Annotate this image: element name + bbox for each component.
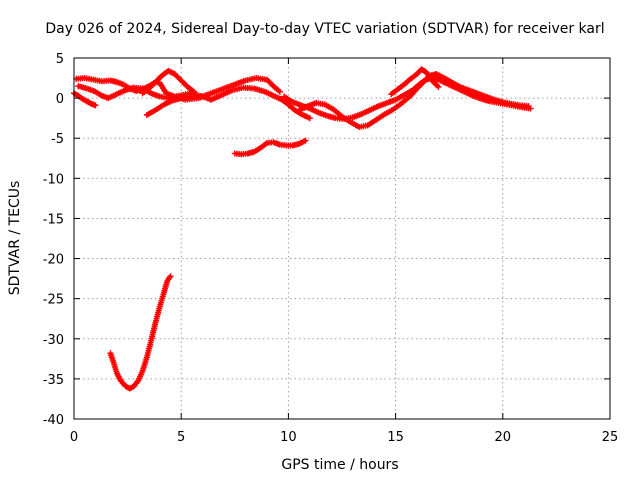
plot-frame xyxy=(73,57,611,420)
data-point xyxy=(276,88,283,95)
data-point xyxy=(525,103,532,110)
y-tick-label: -40 xyxy=(43,413,64,428)
data-point xyxy=(191,88,198,95)
data-point xyxy=(302,137,309,144)
series-satellite-track-upper-2 xyxy=(75,83,313,122)
y-axis-label: SDTVAR / TECUs xyxy=(7,181,23,296)
data-point xyxy=(197,94,204,101)
y-tick-label: -25 xyxy=(43,293,64,308)
series-satellite-track-arc-4h xyxy=(143,93,204,118)
y-tick-label: 5 xyxy=(56,52,64,67)
y-tick-label: -35 xyxy=(43,373,64,388)
grid-lines xyxy=(74,58,610,419)
y-tick-label: -5 xyxy=(51,132,64,147)
x-tick-label: 25 xyxy=(602,430,619,445)
series-satellite-track-dip xyxy=(107,273,174,392)
data-point xyxy=(306,115,313,122)
y-tick-label: -15 xyxy=(43,212,64,227)
x-tick-label: 5 xyxy=(177,430,185,445)
series-satellite-track-peak-16h xyxy=(388,66,442,98)
series-satellite-track-minus6 xyxy=(231,137,309,158)
x-tick-label: 0 xyxy=(70,430,78,445)
x-tick-label: 10 xyxy=(280,430,297,445)
series-satellite-track-peak-4h xyxy=(139,67,198,97)
y-axis-ticks: 5 0 -5 -10 -15 -20 -25 -30 -35 -40 xyxy=(43,52,610,428)
data-point xyxy=(435,83,442,90)
x-tick-label: 20 xyxy=(495,430,512,445)
y-tick-label: -10 xyxy=(43,172,64,187)
y-tick-label: 0 xyxy=(56,92,64,107)
x-tick-label: 15 xyxy=(387,430,404,445)
data-point xyxy=(92,102,99,109)
y-tick-label: -20 xyxy=(43,253,64,268)
x-axis-ticks: 0 5 10 15 20 25 xyxy=(70,58,618,445)
series-satellite-track-left-edge xyxy=(71,90,99,109)
data-point xyxy=(167,273,174,280)
x-axis-label: GPS time / hours xyxy=(281,457,398,473)
y-tick-label: -30 xyxy=(43,333,64,348)
chart-title: Day 026 of 2024, Sidereal Day-to-day VTE… xyxy=(45,21,604,37)
data-series xyxy=(71,66,534,392)
